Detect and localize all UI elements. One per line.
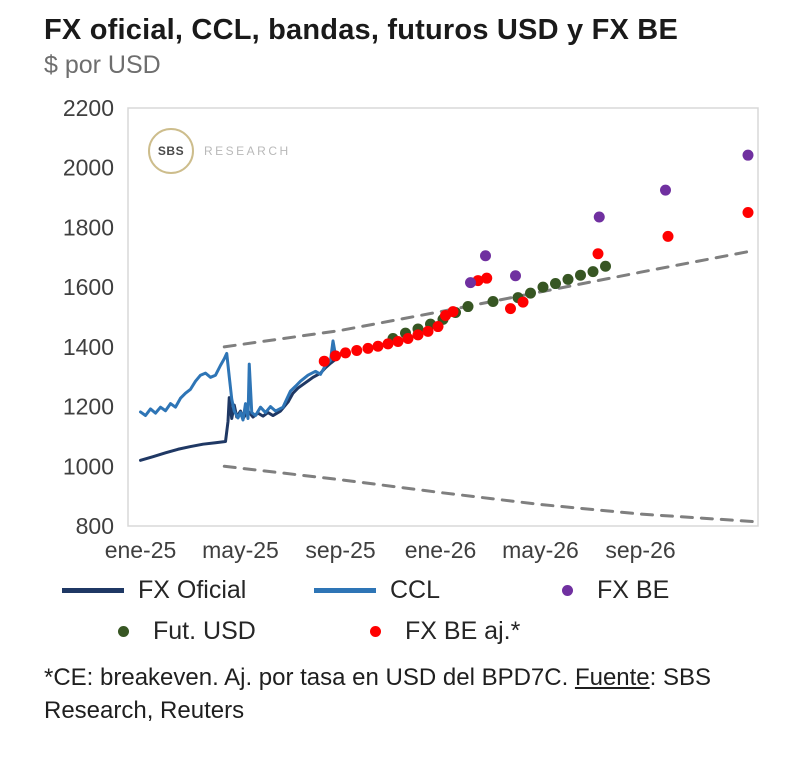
series-fx-be-aj-point [742,207,754,219]
series-fx-be-aj-point [432,321,444,333]
series-fut-usd-point [487,296,499,308]
series-fut-usd-point [562,274,574,286]
fx-chart: 800 1000 1200 1400 1600 1800 2000 2200 ene-25 may… [63,96,759,563]
series-fx-be-aj-point [372,341,384,353]
series-fut-usd-point [525,287,536,299]
y-tick-label: 800 [76,513,114,539]
series-fx-be-aj-point [481,273,493,285]
series-fx-be-aj-point [505,303,516,315]
footnote: *CE: breakeven. Aj. por tasa en USD del … [44,662,754,727]
series-fx-be-aj-point [351,345,363,357]
x-tick-label: ene-25 [105,537,177,563]
x-tick-label: sep-25 [305,537,375,563]
series-fx-be-aj-point [412,329,424,341]
series-fx-oficial [139,358,337,463]
series-fx-be-aj-point [662,231,674,243]
series-ccl [139,339,337,422]
series-fut-usd-point [587,266,599,278]
series-fx-be-point [510,270,521,282]
fx-oficial-line-swatch [62,588,124,594]
legend-item-fx-be: FX BE [552,576,762,605]
series-banda-inferior [222,465,755,524]
legend-item-fx-oficial: FX Oficial [62,576,314,605]
x-tick-label: sep-26 [605,537,675,563]
legend-item-fut-usd: Fut. USD [62,617,314,646]
fx-be-dot-swatch [562,585,573,597]
series-fx-be-aj-point [517,296,529,308]
series-fut-usd-point [550,278,561,290]
series-fx-be-point [480,250,491,262]
x-tick-label: may-25 [202,537,279,563]
y-tick-label: 2000 [63,155,114,181]
series-fut-usd-point [462,301,474,313]
series-fx-be-point [465,277,476,289]
legend-label: FX BE [597,576,670,605]
footnote-text: *CE: breakeven. Aj. por tasa en USD del … [44,664,575,692]
series-fx-be-aj-point [330,350,341,362]
sbs-research-watermark: SBS RESEARCH [148,128,291,175]
legend-item-fx-be-aj: FX BE aj.* [314,617,552,646]
series-fx-be-aj-point [422,326,434,338]
legend-label: FX Oficial [138,576,247,605]
y-tick-label: 1200 [63,394,114,420]
series-fut-usd-point [537,281,549,293]
y-tick-label: 1000 [63,454,114,480]
series-fut-usd-point [600,261,611,273]
x-tick-label: may-26 [502,537,579,563]
chart-area: 800 1000 1200 1400 1600 1800 2000 2200 ene-25 may… [44,96,784,574]
series-fut-usd-point [575,270,586,282]
series-fx-be-aj-point [340,347,351,359]
series-fx-be-aj-point [402,333,414,345]
y-tick-label: 1600 [63,274,114,300]
legend-item-ccl: CCL [314,576,552,605]
series-fx-be-aj-point [362,343,374,355]
series-fx-be-point [660,184,671,196]
legend-label: FX BE aj.* [405,617,521,646]
series-fx-be-aj-point [318,356,330,368]
plot-border [127,107,759,528]
chart-legend: FX Oficial CCL FX BE Fut. USD FX BE aj.* [44,576,762,646]
series-fx-be-point [593,211,605,223]
fx-be-aj-dot-swatch [370,626,381,638]
fut-usd-dot-swatch [118,626,129,638]
x-tick-label: ene-26 [405,537,477,563]
series-fx-be-aj-point [392,336,404,348]
page-subtitle: $ por USD [44,51,161,80]
series-fx-be-aj-point [382,338,394,350]
series-fx-be-point [742,150,754,162]
series-fx-be-aj-point [592,248,604,260]
legend-label: Fut. USD [153,617,256,646]
sbs-logo-icon: SBS [148,128,194,175]
series-fx-be-aj-point [447,306,459,318]
footnote-fuente-label: Fuente [574,664,650,692]
y-tick-label: 1800 [63,215,114,241]
ccl-line-swatch [314,588,376,594]
legend-label: CCL [390,576,441,605]
page-title: FX oficial, CCL, bandas, futuros USD y F… [44,14,678,46]
footnote-source: : SBS Research, Reuters [44,664,712,724]
y-tick-label: 2200 [63,96,114,121]
y-tick-label: 1400 [63,334,114,360]
sbs-research-label: RESEARCH [204,144,291,159]
